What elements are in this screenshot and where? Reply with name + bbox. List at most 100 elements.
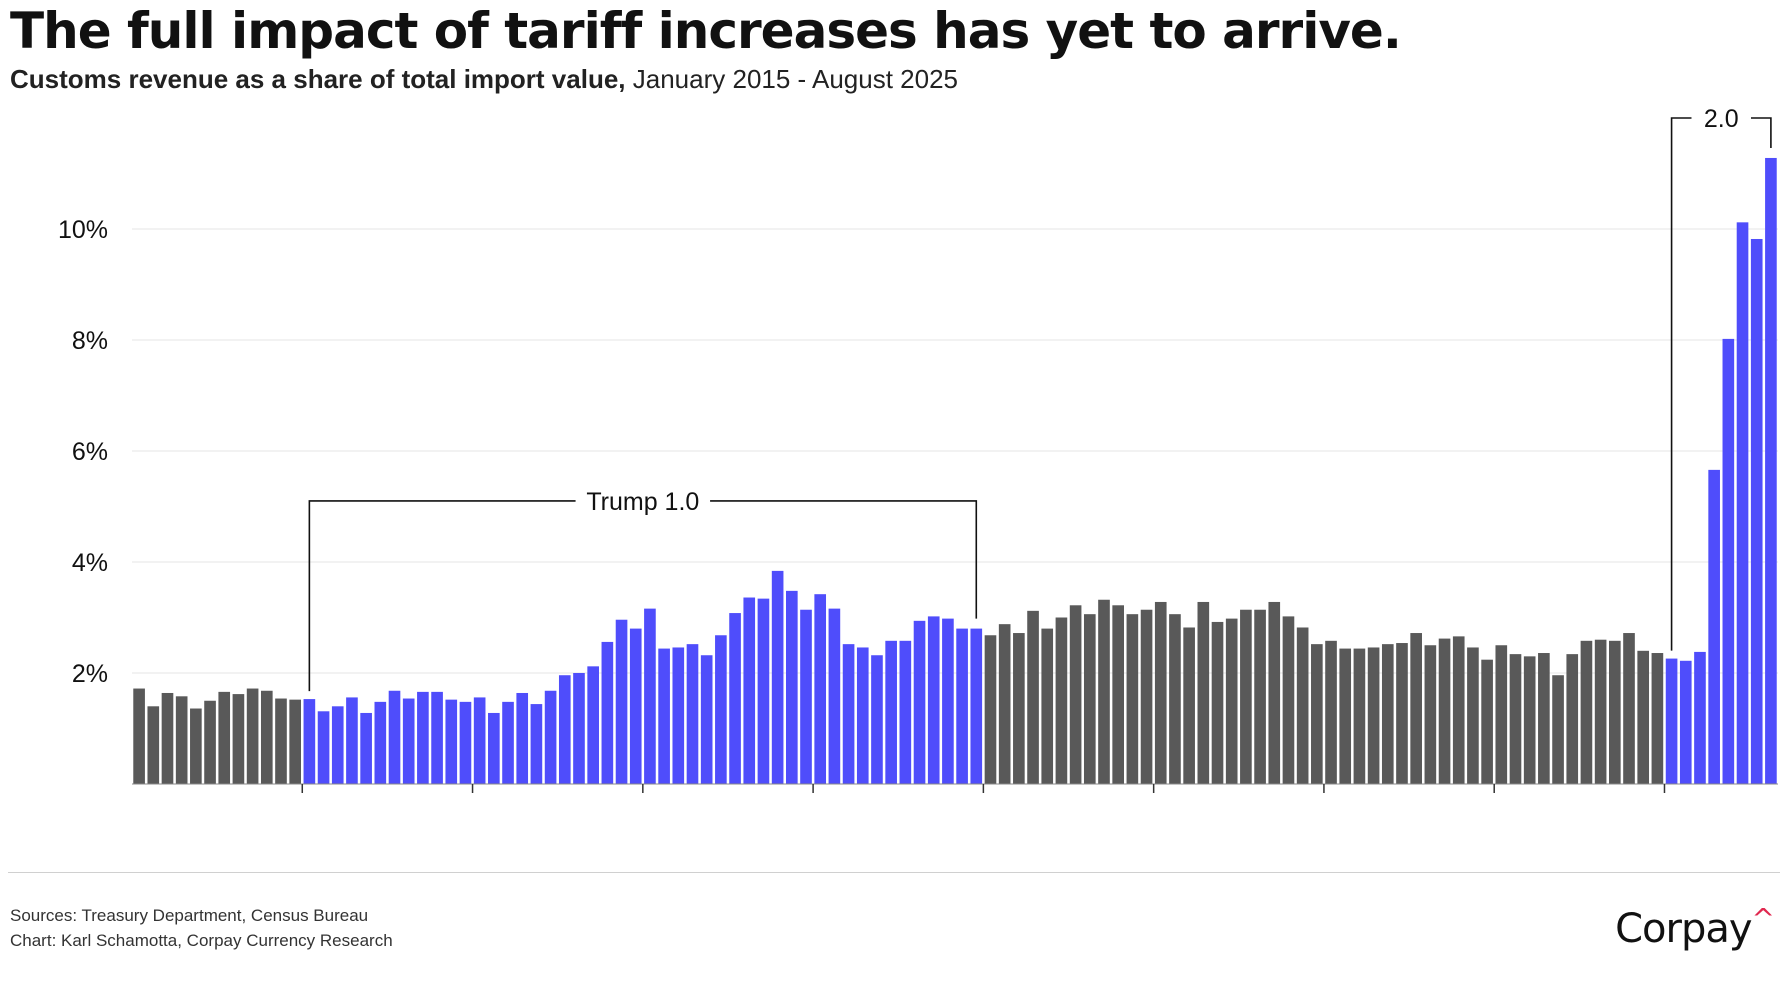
bar	[1381, 644, 1394, 784]
bar	[672, 647, 685, 784]
x-tick-label: 2018	[445, 796, 501, 800]
bar	[587, 666, 599, 784]
bar	[1225, 618, 1238, 784]
x-tick-label: 2022	[1126, 796, 1182, 800]
bar	[1055, 617, 1068, 784]
bar	[473, 697, 486, 784]
bar	[1353, 648, 1366, 784]
bar	[1623, 633, 1635, 784]
bar	[260, 690, 273, 784]
bar	[1481, 659, 1493, 784]
bar	[1211, 621, 1224, 784]
annotation-bracket: 2.0	[1670, 105, 1772, 651]
annotations: Trump 1.0 2.0	[308, 105, 1772, 692]
bar	[686, 644, 699, 784]
bar	[800, 609, 812, 784]
bar	[204, 700, 216, 784]
bar	[516, 692, 529, 784]
x-tick-label: 2021	[956, 796, 1012, 800]
bar	[942, 618, 954, 784]
bar	[1339, 648, 1352, 784]
bar	[1069, 605, 1082, 784]
bar	[615, 619, 628, 784]
bar	[984, 635, 997, 784]
bar	[1467, 647, 1479, 784]
bar	[558, 675, 571, 784]
bar	[1367, 647, 1380, 784]
bar	[1736, 222, 1749, 785]
bar	[715, 635, 727, 784]
x-axis-labels: 2017 2018 2019 2020 2021 2022 2023 2024 2025	[274, 796, 1692, 800]
bar	[1282, 616, 1295, 784]
bar	[459, 701, 472, 784]
bar	[1240, 609, 1252, 784]
bar	[601, 641, 614, 784]
bar	[1311, 644, 1323, 784]
chart-title: The full impact of tariff increases has …	[10, 2, 1402, 60]
bar	[1722, 338, 1735, 784]
bar	[218, 691, 231, 784]
brand-name: Corpay	[1615, 906, 1752, 952]
bar	[998, 624, 1011, 784]
bar	[1538, 653, 1550, 784]
bar	[544, 690, 557, 784]
bar	[1424, 645, 1437, 784]
bar	[289, 699, 301, 784]
bar	[1552, 675, 1564, 784]
bar	[488, 712, 500, 784]
bar	[133, 688, 145, 784]
bar	[232, 694, 245, 784]
bar	[856, 647, 869, 784]
bars	[133, 157, 1777, 785]
bar	[1268, 601, 1281, 784]
bar	[1112, 605, 1124, 784]
bar	[374, 701, 387, 784]
bar	[1296, 627, 1309, 784]
bar	[1140, 609, 1153, 784]
sources-note: Sources: Treasury Department, Census Bur…	[10, 906, 369, 925]
bar	[1495, 645, 1508, 784]
bar	[1679, 660, 1692, 784]
bar	[899, 640, 912, 784]
bar	[1438, 638, 1451, 784]
bar	[729, 613, 741, 784]
bar	[1580, 640, 1593, 784]
subtitle-range: January 2015 - August 2025	[632, 64, 959, 94]
bar	[331, 706, 344, 784]
bar	[573, 673, 585, 784]
y-axis-labels: 2% 4% 6% 8% 10%	[58, 216, 108, 688]
annotation-label: 2.0	[1704, 105, 1739, 133]
bar	[1609, 640, 1621, 784]
bar	[1765, 157, 1777, 785]
bar	[1254, 609, 1266, 784]
bar	[402, 698, 415, 784]
y-tick-label: 2%	[72, 660, 108, 688]
bar	[317, 711, 330, 784]
bracket-line	[1670, 117, 1772, 651]
bar	[1396, 643, 1408, 784]
bar	[1041, 628, 1054, 784]
bar	[1183, 627, 1195, 784]
bar	[1665, 658, 1678, 784]
bar	[147, 706, 160, 784]
bar	[1325, 640, 1337, 784]
annotation-bracket: Trump 1.0	[308, 488, 978, 692]
bar	[842, 644, 855, 784]
bar	[388, 690, 401, 784]
bar	[970, 628, 983, 784]
bar	[1410, 633, 1422, 784]
brand-caret-icon: ^	[1751, 902, 1775, 935]
x-tick-label: 2024	[1466, 796, 1522, 800]
bar	[814, 594, 827, 784]
y-tick-label: 10%	[58, 216, 108, 244]
bar	[1594, 639, 1607, 784]
bar	[360, 712, 372, 784]
bar	[346, 697, 358, 784]
footer-divider	[8, 872, 1780, 873]
bar	[1197, 601, 1210, 784]
x-tick-label: 2023	[1296, 796, 1352, 800]
bar	[1509, 654, 1522, 784]
bar	[1098, 599, 1110, 784]
bar	[417, 691, 429, 784]
bar	[644, 608, 656, 784]
